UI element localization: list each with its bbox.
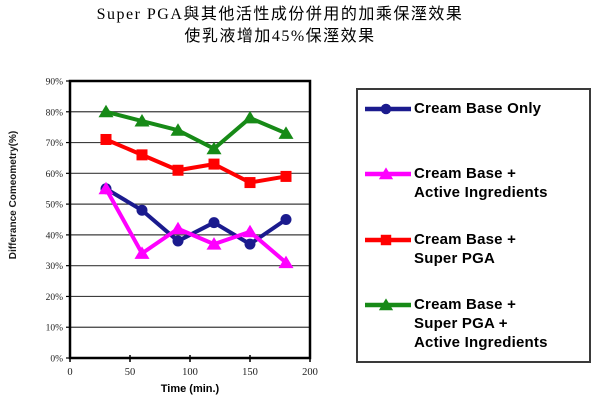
y-tick-label: 70%	[46, 139, 64, 149]
data-point-marker	[280, 170, 292, 182]
data-point-marker	[208, 217, 220, 229]
data-point-marker	[244, 238, 256, 250]
data-point-marker	[242, 224, 258, 238]
data-point-marker	[170, 221, 186, 235]
data-point-marker	[206, 141, 222, 155]
legend-label: Cream Base + Active Ingredients	[414, 165, 548, 201]
legend: Cream Base Only Cream Base + Active Ingre…	[356, 88, 591, 363]
series-line	[104, 186, 288, 265]
data-point-marker	[136, 204, 148, 216]
y-tick-label: 30%	[46, 262, 64, 272]
legend-item-2: Cream Base + Active Ingredients	[365, 164, 548, 202]
x-tick-label: 150	[242, 367, 258, 378]
moisture-line-chart: 0% 10% 20% 30% 40% 50% 60% 70% 80% 90% 0 50 100 150 20…	[8, 78, 318, 396]
data-point-marker	[278, 126, 294, 139]
data-point-marker	[380, 103, 392, 115]
data-point-marker	[134, 114, 150, 127]
data-point-marker	[172, 235, 184, 247]
y-tick-label: 0%	[50, 355, 63, 365]
chart-title-line-1: Super PGA與其他活性成份併用的加乘保溼效果	[96, 6, 464, 23]
y-tick-label: 60%	[46, 170, 64, 180]
triangle-marker-swatch	[365, 298, 411, 311]
data-point-marker	[280, 214, 292, 225]
data-point-marker	[98, 181, 114, 195]
series-4	[98, 104, 294, 155]
data-point-marker	[100, 133, 112, 145]
x-tick-label: 0	[67, 367, 72, 378]
y-tick-label: 50%	[46, 201, 64, 211]
y-axis-title: Differance Comeometry(%)	[8, 131, 19, 259]
data-point-marker	[208, 158, 220, 170]
legend-item-1: Cream Base Only	[365, 99, 541, 119]
series-line	[104, 137, 288, 185]
data-point-marker	[98, 104, 114, 118]
data-point-marker	[244, 177, 256, 189]
y-tick-label: 20%	[46, 293, 64, 303]
gridlines: 0% 10% 20% 30% 40% 50% 60% 70% 80% 90%	[46, 78, 310, 365]
data-point-marker	[242, 110, 258, 124]
data-point-marker	[380, 234, 392, 246]
legend-label: Cream Base + Super PGA + Active Ingredie…	[414, 296, 548, 351]
x-tick-label: 200	[302, 367, 318, 378]
y-tick-label: 90%	[46, 78, 64, 88]
chart-title: Super PGA與其他活性成份併用的加乘保溼效果 使乳液增加45%保溼效果	[0, 4, 560, 48]
legend-item-3: Cream Base + Super PGA	[365, 230, 516, 268]
data-point-marker	[136, 149, 148, 161]
y-tick-label: 10%	[46, 324, 64, 334]
y-tick-label: 40%	[46, 231, 64, 241]
plot-border	[68, 79, 312, 360]
data-point-marker	[134, 246, 150, 259]
data-point-marker	[172, 164, 184, 176]
x-tick-label: 100	[182, 367, 198, 378]
y-tick-label: 80%	[46, 108, 64, 118]
x-axis-title: Time (min.)	[161, 383, 220, 395]
data-point-marker	[278, 255, 294, 269]
legend-item-4: Cream Base + Super PGA + Active Ingredie…	[365, 295, 548, 352]
circle-marker-swatch	[365, 103, 411, 115]
series-2	[98, 181, 294, 269]
chart-title-line-2: 使乳液增加45%保溼效果	[184, 28, 376, 45]
series-line	[104, 186, 288, 247]
data-point-marker	[170, 123, 186, 136]
series-line	[104, 109, 288, 151]
x-tick-label: 50	[125, 367, 136, 378]
square-marker-swatch	[365, 234, 411, 246]
series-1	[100, 183, 292, 250]
series-3	[100, 133, 292, 189]
data-point-marker	[378, 167, 394, 180]
triangle-marker-swatch	[365, 167, 411, 180]
legend-label: Cream Base Only	[414, 100, 542, 117]
data-point-marker	[378, 298, 394, 311]
data-point-marker	[206, 237, 222, 250]
legend-label: Cream Base + Super PGA	[414, 231, 517, 267]
